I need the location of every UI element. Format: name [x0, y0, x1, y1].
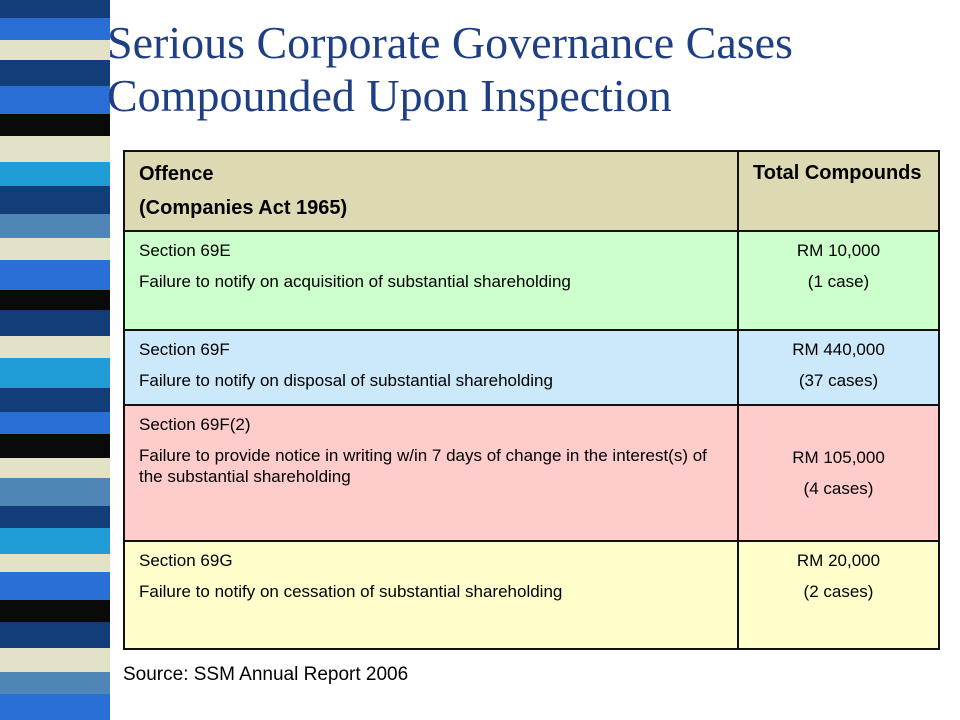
stripe-segment	[0, 388, 110, 412]
stripe-segment	[0, 238, 110, 260]
stripe-segment	[0, 18, 110, 40]
total-compounds-cell: RM 440,000 (37 cases)	[737, 329, 940, 406]
stripe-segment	[0, 672, 110, 694]
compound-amount: RM 10,000	[796, 241, 881, 260]
section-label: Section 69E	[139, 241, 231, 260]
offence-description: Failure to notify on cessation of substa…	[139, 582, 563, 601]
offence-description: Failure to provide notice in writing w/i…	[139, 446, 707, 486]
stripe-segment	[0, 458, 110, 478]
stripe-segment	[0, 60, 110, 86]
offence-description: Failure to notify on disposal of substan…	[139, 371, 553, 390]
stripe-segment	[0, 478, 110, 506]
stripe-segment	[0, 600, 110, 622]
section-label: Section 69F(2)	[139, 415, 251, 434]
stripe-segment	[0, 310, 110, 336]
stripe-segment	[0, 162, 110, 186]
offence-cell: Section 69E Failure to notify on acquisi…	[123, 230, 739, 331]
total-compounds-column-header: Total Compounds	[737, 150, 940, 232]
stripe-segment	[0, 694, 110, 720]
source-note: Source: SSM Annual Report 2006	[123, 664, 409, 685]
stripe-segment	[0, 506, 110, 528]
compound-amount: RM 440,000	[792, 340, 885, 359]
case-count: (1 case)	[807, 272, 870, 291]
table-row: Section 69E Failure to notify on acquisi…	[123, 230, 940, 331]
case-count: (37 cases)	[798, 371, 879, 390]
total-compounds-cell: RM 20,000 (2 cases)	[737, 540, 940, 650]
stripe-segment	[0, 358, 110, 388]
table-row: Section 69F Failure to notify on disposa…	[123, 329, 940, 406]
stripe-segment	[0, 0, 110, 18]
table-row: Section 69F(2) Failure to provide notice…	[123, 404, 940, 542]
offence-cell: Section 69F Failure to notify on disposa…	[123, 329, 739, 406]
case-count: (4 cases)	[803, 479, 874, 498]
offence-column-header: Offence (Companies Act 1965)	[123, 150, 739, 232]
stripe-segment	[0, 40, 110, 60]
stripe-segment	[0, 622, 110, 648]
stripe-segment	[0, 114, 110, 136]
stripe-segment	[0, 336, 110, 358]
offence-cell: Section 69G Failure to notify on cessati…	[123, 540, 739, 650]
stripe-segment	[0, 136, 110, 162]
case-count: (2 cases)	[803, 582, 874, 601]
stripe-segment	[0, 572, 110, 600]
offence-header-line1: Offence	[139, 163, 214, 185]
stripe-segment	[0, 186, 110, 214]
compound-cases-table: Offence (Companies Act 1965) Total Compo…	[123, 150, 940, 650]
stripe-segment	[0, 528, 110, 554]
stripe-segment	[0, 86, 110, 114]
section-label: Section 69F	[139, 340, 230, 359]
total-compounds-cell: RM 10,000 (1 case)	[737, 230, 940, 331]
stripe-segment	[0, 434, 110, 458]
offence-cell: Section 69F(2) Failure to provide notice…	[123, 404, 739, 542]
stripe-segment	[0, 554, 110, 572]
offence-header-line2: (Companies Act 1965)	[139, 197, 348, 219]
stripe-segment	[0, 260, 110, 290]
stripe-segment	[0, 214, 110, 238]
table-header-row: Offence (Companies Act 1965) Total Compo…	[123, 150, 940, 232]
compound-amount: RM 105,000	[792, 448, 885, 467]
compound-amount: RM 20,000	[796, 551, 881, 570]
stripe-segment	[0, 648, 110, 672]
offence-description: Failure to notify on acquisition of subs…	[139, 272, 571, 291]
total-compounds-cell: RM 105,000 (4 cases)	[737, 404, 940, 542]
slide-title: Serious Corporate Governance Cases Compo…	[107, 17, 793, 121]
decorative-stripe-bar	[0, 0, 110, 720]
section-label: Section 69G	[139, 551, 233, 570]
table-row: Section 69G Failure to notify on cessati…	[123, 540, 940, 650]
stripe-segment	[0, 290, 110, 310]
stripe-segment	[0, 412, 110, 434]
